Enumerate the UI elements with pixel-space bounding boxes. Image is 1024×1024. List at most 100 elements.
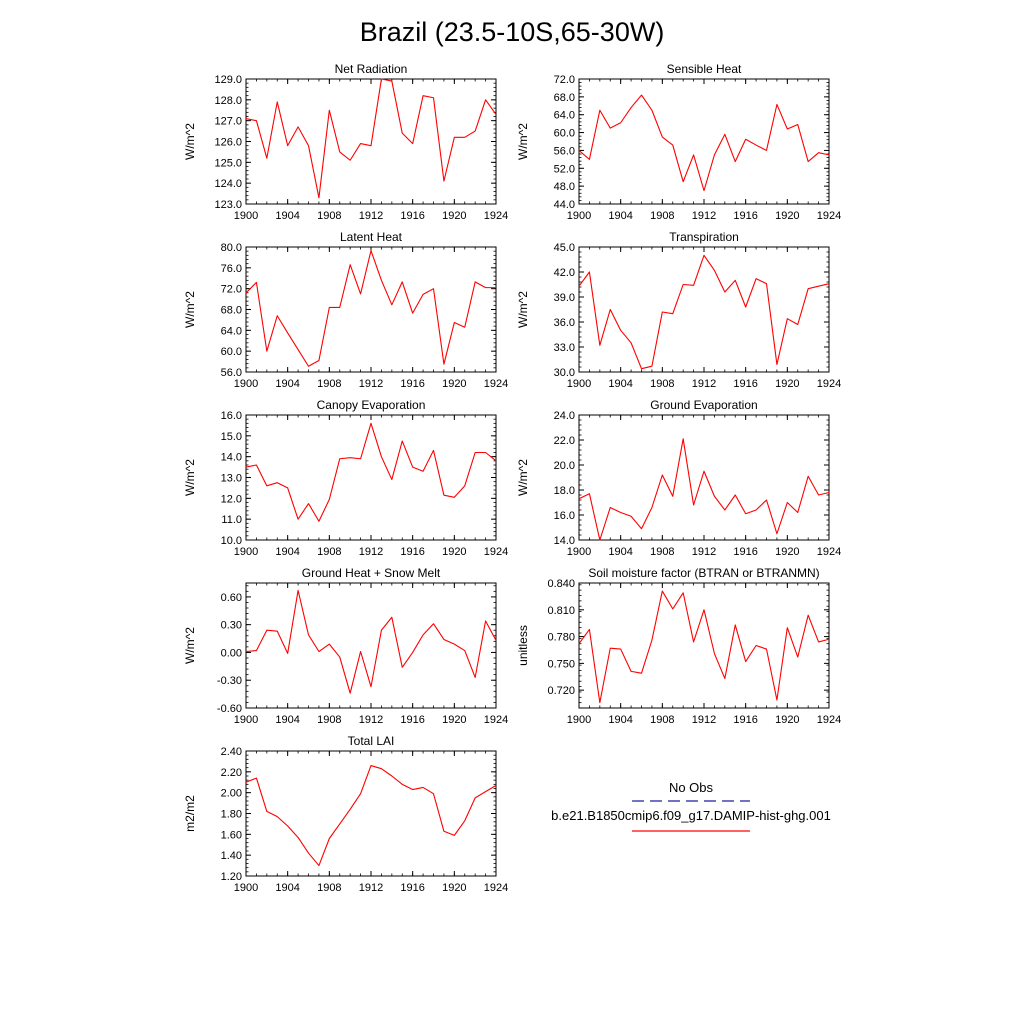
y-tick-label: 45.0 [554,242,575,254]
x-tick-label: 1916 [400,882,424,894]
x-tick-label: 1904 [608,714,632,726]
y-tick-label: 16.0 [554,510,575,522]
x-tick-label: 1900 [234,378,258,390]
y-axis-label: W/m^2 [183,459,197,496]
x-tick-label: 1916 [400,546,424,558]
panel-sensible-heat: Sensible Heat W/m^2 1900 1904 1908 1912 1916 19… [516,62,841,222]
x-tick-label: 1912 [692,714,716,726]
x-tick-label: 1924 [817,714,841,726]
x-tick-label: 1912 [692,210,716,222]
x-tick-label: 1904 [608,546,632,558]
plot-frame [245,414,497,541]
plot-frame [245,78,497,205]
y-tick-label: 36.0 [554,317,575,329]
x-tick-label: 1920 [775,546,799,558]
x-tick-label: 1924 [484,378,508,390]
y-tick-label: 14.0 [554,535,575,547]
y-tick-label: 22.0 [554,435,575,447]
y-axis-label: W/m^2 [516,459,530,496]
x-tick-label: 1908 [317,378,341,390]
y-tick-label: 129.0 [214,74,242,86]
series-line [578,94,830,192]
y-tick-label: 2.00 [221,788,242,800]
x-tick-label: 1916 [400,210,424,222]
y-tick-label: 56.0 [554,145,575,157]
series-line [245,589,497,694]
x-tick-label: 1904 [275,546,299,558]
x-tick-label: 1916 [733,378,757,390]
x-tick-label: 1920 [775,378,799,390]
x-tick-label: 1908 [650,378,674,390]
panel-soil-moisture-factor-btran-or-btranmn: Soil moisture factor (BTRAN or BTRANMN) u… [516,566,841,726]
y-tick-label: 18.0 [554,485,575,497]
y-axis-label: m2/m2 [183,795,197,832]
y-tick-label: 0.840 [547,578,575,590]
x-tick-label: 1912 [359,378,383,390]
plot-frame [578,78,830,205]
y-tick-label: 60.0 [221,346,242,358]
panel-title: Canopy Evaporation [317,398,426,412]
y-tick-label: 11.0 [221,514,242,526]
panel-title: Transpiration [669,230,739,244]
plot-frame [245,246,497,373]
x-tick-label: 1924 [484,210,508,222]
x-tick-label: 1916 [400,714,424,726]
x-tick-label: 1908 [317,210,341,222]
x-tick-label: 1916 [400,378,424,390]
y-axis-label: W/m^2 [516,291,530,328]
x-tick-label: 1904 [275,714,299,726]
panel-canopy-evaporation: Canopy Evaporation W/m^2 1900 1904 1908 1912 1… [183,398,508,558]
panel-title: Total LAI [348,734,395,748]
x-tick-label: 1900 [234,882,258,894]
y-tick-label: -0.30 [217,675,242,687]
panel-ground-heat-snow-melt: Ground Heat + Snow Melt W/m^2 1900 1904 1908… [183,566,508,726]
y-tick-label: 72.0 [554,74,575,86]
y-tick-label: 33.0 [554,342,575,354]
y-tick-label: 14.0 [221,452,242,464]
x-tick-label: 1900 [234,546,258,558]
plot-frame [578,582,830,709]
x-tick-label: 1916 [733,546,757,558]
x-tick-label: 1908 [650,714,674,726]
x-tick-label: 1924 [817,378,841,390]
y-tick-label: 72.0 [221,284,242,296]
y-tick-label: 68.0 [221,305,242,317]
y-tick-label: 12.0 [221,493,242,505]
y-tick-label: 124.0 [214,178,242,190]
y-axis-label: W/m^2 [183,291,197,328]
series-line [245,78,497,199]
series-line [578,438,830,541]
y-tick-label: 0.750 [547,658,575,670]
plot-frame [578,414,830,541]
panels-group: Net Radiation W/m^2 1900 1904 1908 1912 1916 19… [183,62,841,894]
panel-net-radiation: Net Radiation W/m^2 1900 1904 1908 1912 1916 19… [183,62,508,222]
x-tick-label: 1920 [442,882,466,894]
plot-frame [578,246,830,373]
y-tick-label: 0.00 [221,647,242,659]
x-tick-label: 1924 [817,546,841,558]
y-tick-label: 1.20 [221,871,242,883]
x-tick-label: 1924 [817,210,841,222]
x-tick-label: 1908 [317,714,341,726]
x-tick-label: 1920 [775,210,799,222]
x-tick-label: 1904 [275,210,299,222]
y-tick-label: -0.60 [217,703,242,715]
x-tick-label: 1904 [608,210,632,222]
legend-obs-label: No Obs [669,780,714,795]
y-tick-label: 1.80 [221,809,242,821]
y-tick-label: 0.60 [221,592,242,604]
y-tick-label: 48.0 [554,181,575,193]
y-tick-label: 123.0 [214,199,242,211]
y-tick-label: 0.780 [547,632,575,644]
y-tick-label: 60.0 [554,128,575,140]
x-tick-label: 1916 [733,210,757,222]
panel-title: Ground Heat + Snow Melt [302,566,441,580]
legend-model-label: b.e21.B1850cmip6.f09_g17.DAMIP-hist-ghg.… [551,808,831,823]
panel-total-lai: Total LAI m2/m2 1900 1904 1908 1912 1916 1920 19… [183,734,508,894]
x-tick-label: 1920 [775,714,799,726]
x-tick-label: 1912 [692,546,716,558]
y-tick-label: 52.0 [554,163,575,175]
y-tick-label: 13.0 [221,473,242,485]
x-tick-label: 1912 [359,210,383,222]
